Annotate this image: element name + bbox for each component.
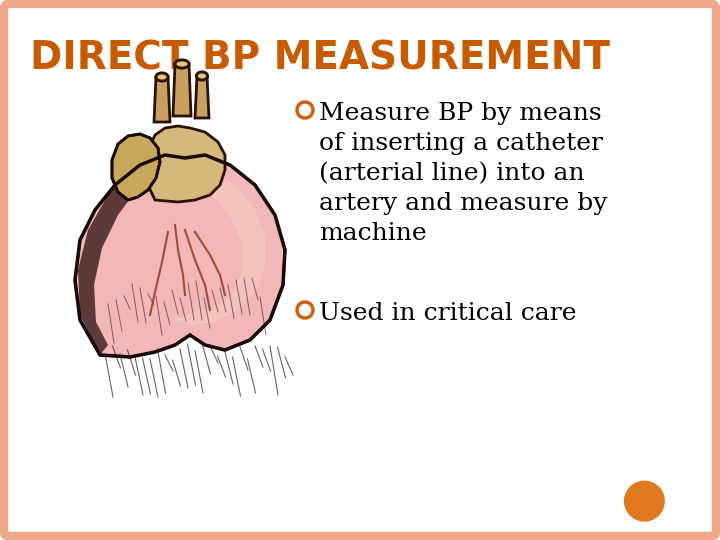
Ellipse shape [158, 75, 166, 79]
Text: of inserting a catheter: of inserting a catheter [319, 132, 603, 155]
Polygon shape [173, 64, 191, 116]
Circle shape [297, 102, 313, 118]
Text: Used in critical care: Used in critical care [319, 302, 577, 325]
Polygon shape [75, 155, 285, 357]
Text: Measure BP by means: Measure BP by means [319, 102, 602, 125]
Circle shape [624, 481, 665, 522]
Polygon shape [154, 77, 170, 122]
Polygon shape [112, 134, 160, 200]
Text: machine: machine [319, 222, 427, 245]
Text: DIRECT BP MEASUREMENT: DIRECT BP MEASUREMENT [30, 40, 610, 78]
Ellipse shape [198, 73, 206, 78]
Polygon shape [195, 76, 209, 118]
Polygon shape [78, 155, 165, 355]
Ellipse shape [196, 71, 208, 80]
Text: (arterial line) into an: (arterial line) into an [319, 162, 585, 185]
Circle shape [297, 302, 313, 318]
Text: artery and measure by: artery and measure by [319, 192, 608, 215]
Ellipse shape [174, 59, 189, 69]
Ellipse shape [156, 72, 168, 82]
Polygon shape [145, 126, 225, 202]
FancyBboxPatch shape [4, 4, 716, 536]
Ellipse shape [176, 62, 187, 66]
Polygon shape [175, 162, 265, 325]
